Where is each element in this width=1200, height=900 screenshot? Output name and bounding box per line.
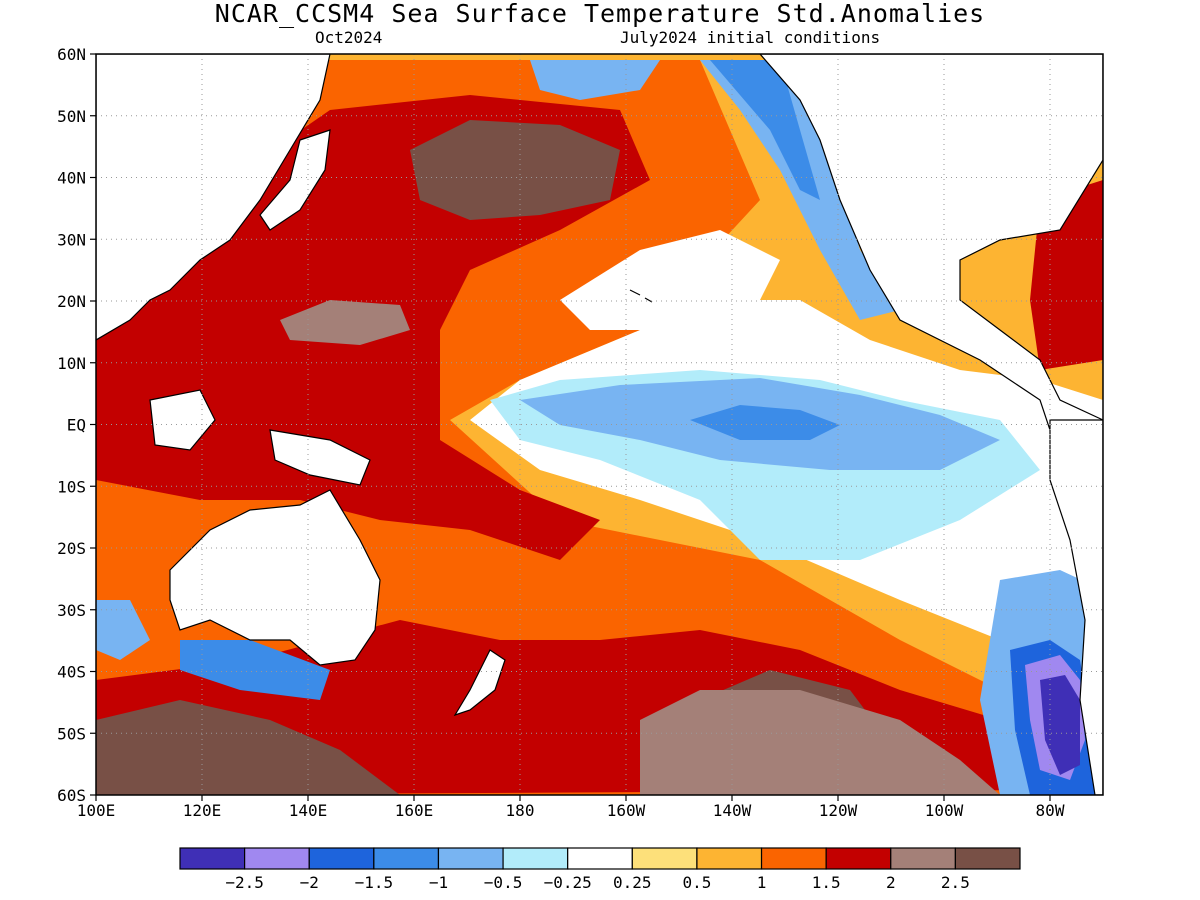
lon-tick-label: 160E [395,801,434,820]
legend-label: 1 [757,873,767,892]
anomaly-field [96,54,1103,795]
land-north-america [759,54,1103,522]
legend-swatch [954,847,1021,870]
lon-tick-label: 140E [289,801,328,820]
lon-tick-label: 140W [713,801,752,820]
legend-label: −1 [429,873,448,892]
land-japan [259,129,331,231]
land-new-guinea [269,429,371,486]
field-cool-sw [180,640,330,700]
legend-swatch [502,847,569,870]
legend-label: −0.5 [484,873,523,892]
lat-tick-label: 20N [57,292,86,311]
lon-tick-label: 100E [77,801,116,820]
lon-tick-label: 160W [607,801,646,820]
color-legend: −2.5 −2 −1.5 −1 −0.5 −0.25 0.25 0.5 1 1.5 2 2.5 [179,847,1021,892]
legend-label: 2.5 [941,873,970,892]
lat-tick-label: EQ [67,416,86,435]
lat-tick-label: 30N [57,230,86,249]
legend-label: 0.25 [613,873,652,892]
legend-swatch [631,847,698,870]
field-warm-2-5-north [410,120,620,220]
land-borneo [149,389,216,451]
legend-label: 2 [886,873,896,892]
lat-tick-label: 40S [57,663,86,682]
lon-tick-label: 120W [819,801,858,820]
legend-swatch [179,847,246,870]
field-warm-2-patch [280,300,410,345]
legend-label: −0.25 [544,873,592,892]
lat-tick-label: 50S [57,724,86,743]
field-cool-se-2-5 [1040,675,1080,775]
longitude-axis: 100E 120E 140E 160E 180 160W 140W 120W 100W 80W [77,795,1065,820]
lat-tick-label: 20S [57,539,86,558]
latitude-axis: 60N 50N 40N 30N 20N 10N EQ 10S 20S 30S 40S 50S 60S [57,45,96,805]
lat-tick-label: 50N [57,107,86,126]
field-neutral-north [560,230,780,330]
legend-swatch [373,847,440,870]
land-south-america [1049,419,1103,795]
field-cool-west-aus [96,600,150,660]
initial-conditions-label: July2024 initial conditions [620,28,881,47]
land-hawaii [629,289,653,303]
forecast-month: Oct2024 [315,28,383,47]
legend-label: 0.5 [682,873,711,892]
land-asia [96,54,331,341]
legend-swatch [308,847,375,870]
chart-title: NCAR_CCSM4 Sea Surface Temperature Std.A… [214,0,986,28]
land-australia [169,489,381,666]
lat-tick-label: 30S [57,601,86,620]
legend-label: −2 [300,873,319,892]
field-warm-2-patch-2 [640,690,1000,795]
field-cool-ne-strong [710,60,820,200]
legend-swatch [244,847,310,870]
lat-tick-label: 60N [57,45,86,64]
legend-swatch [437,847,504,870]
legend-swatch [567,847,633,870]
legend-swatch [696,847,763,870]
legend-label: −1.5 [355,873,394,892]
field-cool-north [530,60,660,100]
lat-tick-label: 10S [57,477,86,496]
legend-label: −2.5 [225,873,264,892]
land-new-zealand [453,649,506,717]
legend-swatch [890,847,956,870]
field-cool-1 [690,405,840,440]
lon-tick-label: 80W [1036,801,1065,820]
legend-swatch [760,847,827,870]
legend-swatch [825,847,892,870]
map-gridlines [96,54,1103,795]
lon-tick-label: 120E [183,801,222,820]
lon-tick-label: 100W [925,801,964,820]
legend-label: 1.5 [812,873,841,892]
lat-tick-label: 10N [57,354,86,373]
lon-tick-label: 180 [506,801,535,820]
field-warm-2-5-south [96,700,400,795]
lat-tick-label: 40N [57,169,86,188]
lat-tick-label: 60S [57,786,86,805]
